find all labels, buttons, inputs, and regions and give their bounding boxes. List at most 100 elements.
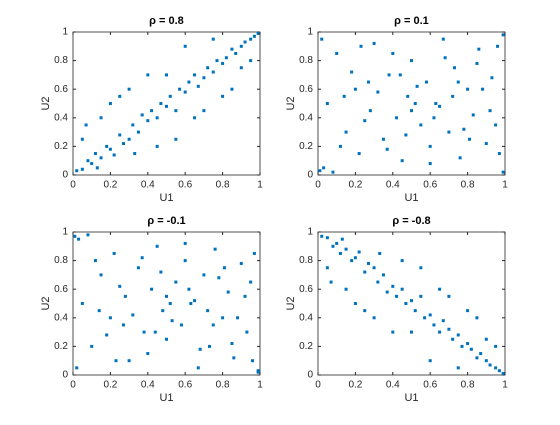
point — [249, 59, 253, 63]
y-tick-label: 0.6 — [54, 84, 68, 95]
x-tick-label: 0 — [315, 180, 321, 191]
point — [423, 316, 427, 320]
point — [366, 261, 370, 265]
y-tick-label: 1 — [62, 227, 68, 238]
y-tick-label: 0.8 — [54, 55, 68, 66]
point — [372, 316, 376, 320]
point — [75, 169, 79, 173]
point — [438, 104, 442, 108]
x-tick-label: 0.6 — [178, 380, 192, 391]
point — [471, 113, 475, 117]
y-tick-label: 0.4 — [299, 312, 313, 323]
point — [93, 152, 97, 156]
x-tick-label: 0.4 — [386, 180, 400, 191]
point — [174, 109, 178, 113]
point — [400, 159, 404, 163]
point — [121, 323, 125, 327]
point — [150, 287, 154, 291]
point — [80, 167, 84, 171]
point — [140, 113, 144, 117]
point — [249, 37, 253, 41]
x-tick-label: 1 — [257, 380, 263, 391]
point — [211, 37, 215, 41]
y-tick-label: 0.6 — [54, 284, 68, 295]
point — [381, 273, 385, 277]
point — [410, 59, 413, 63]
point — [108, 316, 112, 320]
point — [206, 309, 210, 313]
point — [363, 309, 367, 313]
point — [84, 123, 88, 127]
point — [159, 102, 163, 105]
point — [456, 333, 460, 337]
point — [112, 251, 116, 255]
point — [462, 127, 466, 131]
point — [77, 237, 81, 241]
point — [494, 344, 498, 348]
point — [73, 234, 77, 238]
point — [368, 109, 372, 113]
point — [168, 302, 172, 305]
point — [133, 152, 137, 156]
point — [146, 73, 150, 77]
axes-box — [72, 31, 261, 176]
point — [80, 302, 84, 305]
point — [391, 284, 395, 288]
point — [90, 344, 94, 348]
point — [353, 302, 357, 305]
point — [404, 302, 408, 305]
point — [230, 87, 234, 91]
point — [460, 344, 464, 348]
point — [395, 294, 399, 298]
y-tick-label: 0.2 — [299, 141, 313, 152]
point — [458, 156, 462, 160]
x-tick-label: 1 — [502, 180, 508, 191]
point — [325, 236, 329, 240]
point — [174, 280, 178, 284]
point — [378, 251, 382, 255]
point — [155, 244, 159, 248]
point — [419, 266, 423, 270]
y-tick-label: 0 — [307, 370, 313, 381]
point — [363, 119, 367, 123]
point — [400, 287, 404, 291]
point — [196, 366, 200, 370]
point — [213, 247, 217, 251]
point — [413, 309, 417, 313]
y-tick-label: 0 — [307, 170, 313, 181]
point — [441, 37, 445, 41]
point — [75, 366, 79, 370]
point — [221, 316, 225, 320]
y-tick-label: 0.4 — [54, 112, 68, 123]
point — [222, 266, 226, 270]
x-axis-label: U1 — [159, 392, 173, 404]
point — [410, 109, 413, 113]
y-tick-label: 0.2 — [299, 341, 313, 352]
axes-box — [72, 231, 261, 376]
chart-title: ρ = -0.8 — [392, 215, 430, 227]
point — [252, 34, 256, 38]
point — [142, 330, 146, 334]
y-tick-label: 1 — [62, 27, 68, 38]
point — [404, 133, 408, 137]
point — [441, 319, 445, 323]
point — [165, 73, 168, 77]
point — [488, 363, 492, 367]
point — [183, 259, 187, 263]
point — [475, 316, 479, 320]
point — [350, 259, 354, 263]
point — [239, 44, 243, 48]
point — [381, 137, 385, 141]
x-tick-label: 0.2 — [348, 380, 362, 391]
point — [97, 309, 101, 313]
point — [400, 259, 404, 263]
point — [131, 313, 135, 317]
axes-box — [317, 231, 506, 376]
point — [161, 309, 165, 313]
point — [221, 94, 225, 98]
point — [193, 116, 197, 120]
point — [256, 369, 260, 373]
point — [424, 80, 428, 84]
point — [342, 94, 346, 98]
point — [183, 44, 187, 48]
